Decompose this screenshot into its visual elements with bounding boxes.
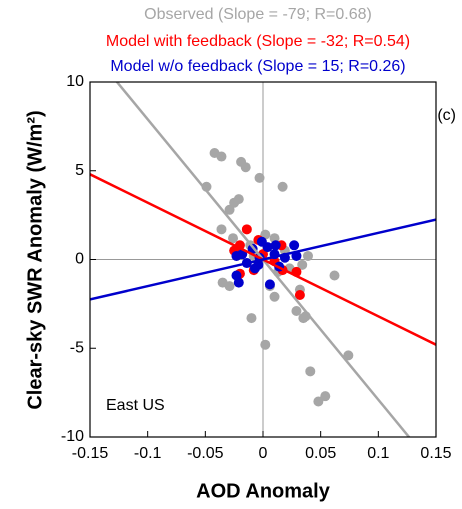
point — [305, 366, 316, 377]
point — [216, 224, 227, 235]
fit-line — [90, 218, 436, 301]
x-tick-label: 0 — [259, 445, 268, 462]
plot-area — [90, 82, 436, 437]
point — [320, 391, 331, 402]
point — [302, 250, 313, 261]
y-tick-label: 10 — [66, 73, 84, 90]
x-tick-label: -0.1 — [134, 445, 162, 462]
point — [289, 240, 300, 251]
point — [294, 290, 305, 300]
point — [246, 313, 257, 324]
panel-label: (c) — [437, 107, 456, 124]
y-tick-label: 5 — [75, 162, 84, 179]
point — [260, 339, 271, 350]
y-tick-label: -5 — [70, 339, 84, 356]
point — [277, 181, 288, 192]
point — [233, 277, 244, 288]
point — [254, 172, 265, 183]
x-axis-label: AOD Anomaly — [196, 480, 331, 502]
legend-entry: Model w/o feedback (Slope = 15; R=0.26) — [110, 58, 405, 75]
point — [262, 242, 273, 253]
legend-entry: Observed (Slope = -79; R=0.68) — [144, 6, 372, 23]
x-tick-label: 0.15 — [420, 445, 451, 462]
point — [264, 279, 275, 290]
point — [249, 263, 260, 274]
legend-entry: Model with feedback (Slope = -32; R=0.54… — [106, 33, 410, 50]
point — [343, 350, 354, 361]
point — [329, 270, 340, 281]
point — [216, 151, 227, 162]
region-label: East US — [106, 397, 165, 414]
y-axis-label: Clear-sky SWR Anomaly (W/m²) — [24, 110, 46, 409]
point — [224, 204, 235, 215]
point — [297, 259, 308, 270]
point — [313, 396, 324, 407]
point — [233, 194, 244, 205]
point — [291, 305, 302, 316]
x-tick-label: 0.05 — [305, 445, 336, 462]
plot-frame — [89, 81, 437, 438]
y-tick-label: -10 — [61, 428, 84, 445]
point — [228, 233, 239, 244]
x-tick-label: -0.15 — [72, 445, 109, 462]
y-tick-label: 0 — [75, 251, 84, 268]
point — [241, 224, 252, 235]
point — [240, 162, 251, 173]
x-tick-label: -0.05 — [187, 445, 224, 462]
x-tick-label: 0.1 — [367, 445, 389, 462]
point — [217, 277, 228, 288]
point — [270, 240, 281, 251]
point — [269, 291, 280, 302]
